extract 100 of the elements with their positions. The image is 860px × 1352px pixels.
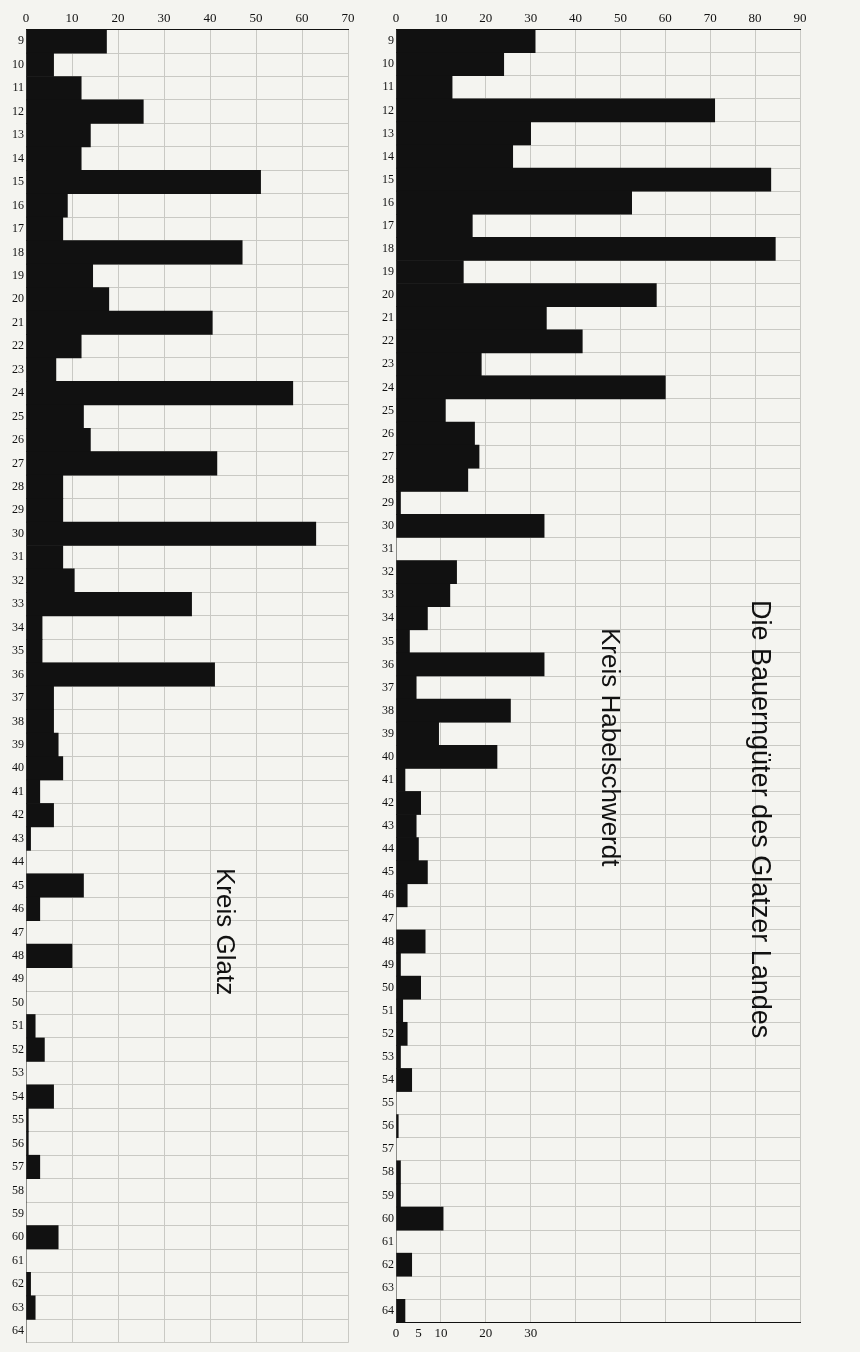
y-tick-label: 43	[12, 830, 24, 845]
y-tick-label: 41	[382, 772, 394, 787]
y-tick-label: 30	[12, 525, 24, 540]
y-tick-label: 36	[12, 666, 24, 681]
x-tick-label: 70	[341, 10, 355, 26]
x2-tick-label: 5	[415, 1324, 422, 1340]
y-tick-label: 14	[382, 148, 394, 163]
y-tick-label: 20	[12, 291, 24, 306]
y-tick-label: 34	[382, 610, 394, 625]
y-tick-label: 45	[12, 877, 24, 892]
y-tick-label: 49	[12, 971, 24, 986]
x-tick-label: 0	[22, 10, 30, 26]
y-tick-label: 49	[382, 956, 394, 971]
x-tick-label: 30	[524, 10, 538, 26]
y-tick-label: 42	[12, 807, 24, 822]
x2-tick-label: 20	[479, 1324, 493, 1340]
x-tick-label: 40	[203, 10, 217, 26]
x-tick-label: 50	[613, 10, 627, 26]
y-tick-label: 39	[382, 725, 394, 740]
x2-tick-label: 0	[392, 1324, 400, 1340]
y-tick-label: 44	[12, 854, 24, 869]
y-tick-label: 55	[382, 1095, 394, 1110]
y-tick-label: 16	[12, 197, 24, 212]
y-tick-label: 64	[12, 1323, 24, 1338]
y-tick-label: 29	[382, 495, 394, 510]
y-tick-label: 24	[382, 379, 394, 394]
y-tick-label: 13	[12, 127, 24, 142]
y-tick-label: 46	[382, 887, 394, 902]
y-tick-label: 28	[382, 471, 394, 486]
y-tick-label: 23	[382, 356, 394, 371]
bar	[396, 1298, 406, 1323]
y-tick-label: 47	[12, 924, 24, 939]
x-tick-label: 70	[703, 10, 717, 26]
y-tick-label: 21	[12, 314, 24, 329]
x-tick-label: 40	[569, 10, 583, 26]
y-tick-label: 53	[382, 1049, 394, 1064]
y-tick-label: 20	[382, 287, 394, 302]
y-tick-label: 58	[12, 1182, 24, 1197]
y-tick-label: 57	[12, 1159, 24, 1174]
y-tick-label: 63	[12, 1299, 24, 1314]
y-tick-label: 37	[382, 679, 394, 694]
y-tick-label: 31	[12, 549, 24, 564]
text: Die Bauerngüter des Glatzer Landes	[745, 600, 776, 1039]
y-tick-label: 33	[382, 587, 394, 602]
y-tick-label: 39	[12, 736, 24, 751]
y-tick-label: 45	[382, 864, 394, 879]
y-tick-label: 40	[12, 760, 24, 775]
y-tick-label: 35	[382, 633, 394, 648]
y-tick-label: 13	[382, 125, 394, 140]
x-tick-label: 20	[479, 10, 493, 26]
y-tick-label: 51	[12, 1018, 24, 1033]
y-tick-label: 15	[12, 174, 24, 189]
y-tick-label: 11	[12, 80, 24, 95]
y-tick-label: 52	[382, 1025, 394, 1040]
x2-tick-label: 10	[434, 1324, 448, 1340]
y-tick-label: 28	[12, 479, 24, 494]
y-tick-label: 61	[12, 1252, 24, 1267]
y-tick-label: 12	[382, 102, 394, 117]
y-tick-label: 56	[12, 1135, 24, 1150]
y-tick-label: 35	[12, 643, 24, 658]
y-tick-label: 40	[382, 748, 394, 763]
y-tick-label: 59	[382, 1187, 394, 1202]
y-tick-label: 50	[12, 994, 24, 1009]
y-tick-label: 38	[382, 702, 394, 717]
y-tick-label: 41	[12, 783, 24, 798]
y-tick-label: 22	[382, 333, 394, 348]
y-tick-label: 51	[382, 1002, 394, 1017]
y-tick-label: 46	[12, 901, 24, 916]
y-tick-label: 44	[382, 841, 394, 856]
y-tick-label: 9	[388, 33, 394, 48]
y-tick-label: 42	[382, 795, 394, 810]
y-tick-label: 10	[12, 56, 24, 71]
bar	[26, 943, 73, 968]
y-tick-label: 61	[382, 1233, 394, 1248]
y-tick-label: 48	[12, 948, 24, 963]
y-tick-label: 33	[12, 596, 24, 611]
bar	[396, 1252, 413, 1277]
y-tick-label: 50	[382, 979, 394, 994]
y-tick-label: 54	[12, 1088, 24, 1103]
y-tick-label: 34	[12, 619, 24, 634]
y-tick-label: 18	[12, 244, 24, 259]
y-tick-label: 19	[382, 264, 394, 279]
y-tick-label: 47	[382, 910, 394, 925]
y-tick-label: 60	[12, 1229, 24, 1244]
y-tick-label: 19	[12, 267, 24, 282]
x-tick-label: 90	[793, 10, 807, 26]
bar	[396, 1114, 399, 1139]
y-tick-label: 12	[12, 103, 24, 118]
y-tick-label: 52	[12, 1041, 24, 1056]
x-tick-label: 60	[295, 10, 309, 26]
y-tick-label: 53	[12, 1065, 24, 1080]
y-tick-label: 17	[12, 221, 24, 236]
x-tick-label: 60	[658, 10, 672, 26]
y-tick-label: 31	[382, 541, 394, 556]
y-tick-label: 48	[382, 933, 394, 948]
y-tick-label: 27	[382, 448, 394, 463]
y-tick-label: 58	[382, 1164, 394, 1179]
y-tick-label: 63	[382, 1279, 394, 1294]
y-tick-label: 56	[382, 1118, 394, 1133]
y-tick-label: 54	[382, 1072, 394, 1087]
